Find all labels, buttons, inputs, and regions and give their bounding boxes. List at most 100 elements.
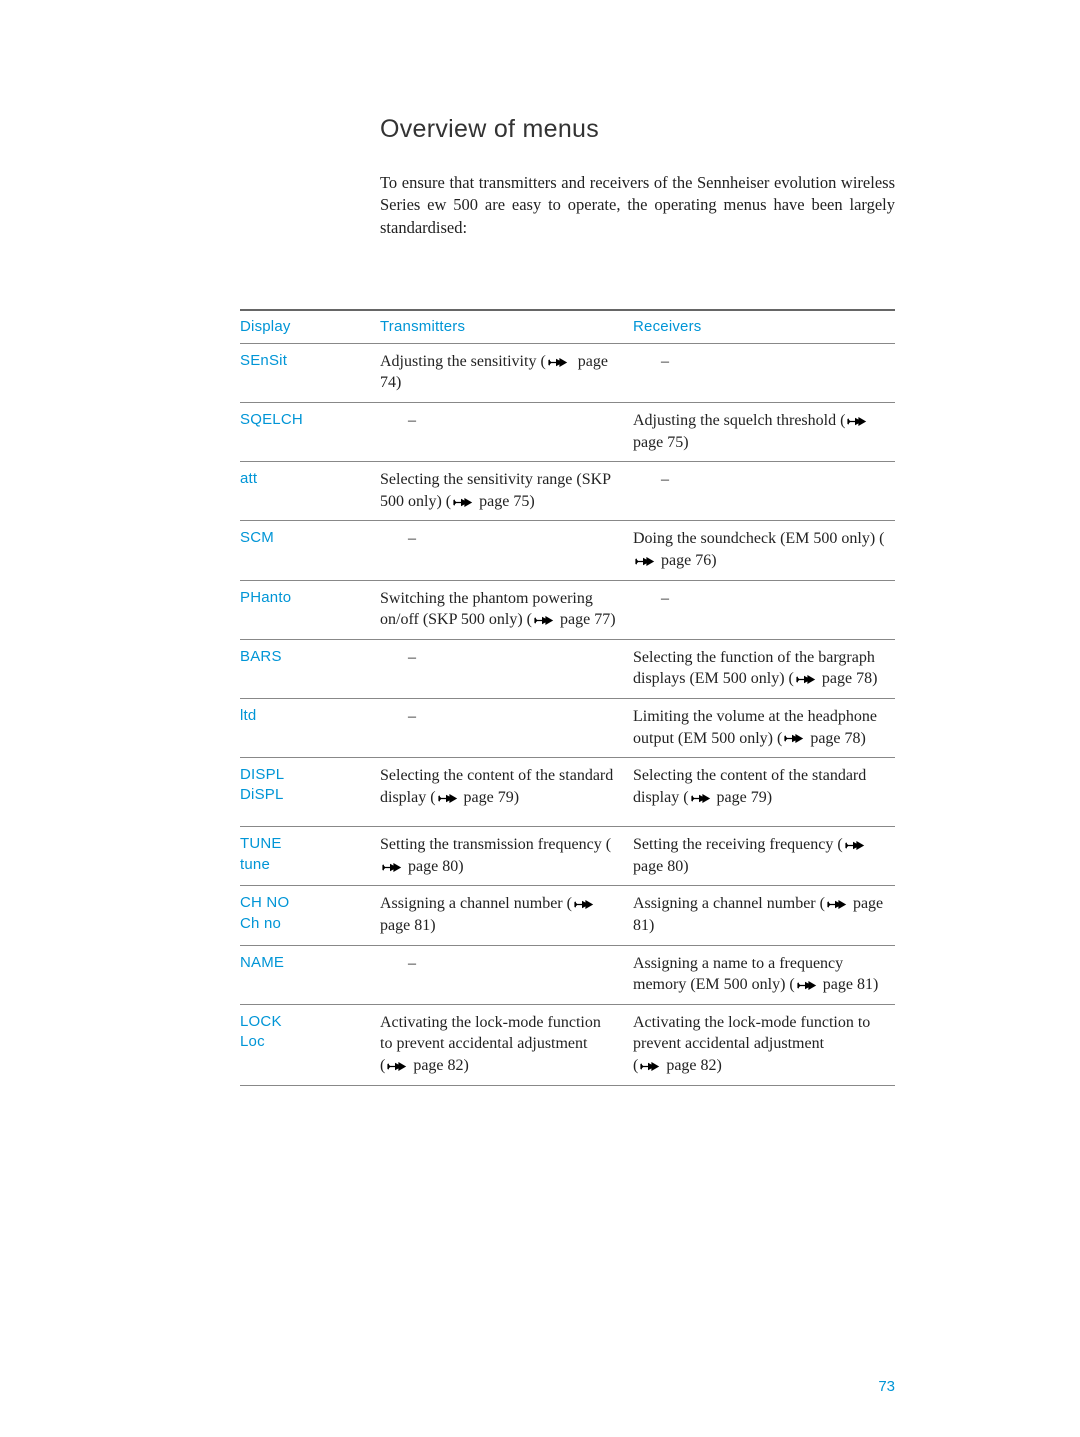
dash-cell: – [408,953,617,975]
table-row: attSelecting the sensitivity range (SKP … [240,461,895,520]
pointer-icon [534,615,554,626]
col-transmitters: Activating the lock-mode function to pre… [380,1012,633,1077]
table-row: SEnSitAdjusting the sensitivity ( page 7… [240,343,895,402]
cell-text: Switching the phantom powering on/off (S… [380,588,617,631]
display-label: BARS [240,647,380,667]
col-display: att [240,469,380,512]
cell-text: Selecting the content of the standard di… [633,765,895,808]
table-row: CH NOCh noAssigning a channel number ( p… [240,885,895,944]
col-receivers: Assigning a channel number ( page 81) [633,893,895,936]
pointer-icon [784,733,804,744]
display-label: TUNE [240,834,380,854]
cell-text: Selecting the content of the standard di… [380,765,617,808]
pointer-icon [635,556,655,567]
col-display: SQELCH [240,410,380,453]
col-transmitters: Selecting the sensitivity range (SKP 500… [380,469,633,512]
cell-text: Activating the lock-mode function to pre… [633,1012,895,1077]
pointer-icon [845,840,865,851]
header-receivers: Receivers [633,318,895,335]
col-display: LOCKLoc [240,1012,380,1077]
display-label: DiSPL [240,785,380,805]
cell-text: Assigning a channel number ( page 81) [633,893,895,936]
menu-overview-table: Display Transmitters Receivers SEnSitAdj… [240,309,895,1086]
col-transmitters: – [380,528,633,571]
pointer-icon [691,793,711,804]
table-row: TUNEtuneSetting the transmission frequen… [240,826,895,885]
cell-text: Assigning a channel number ( page 81) [380,893,617,936]
table-body: SEnSitAdjusting the sensitivity ( page 7… [240,343,895,1086]
col-receivers: – [633,588,895,631]
pointer-icon [438,793,458,804]
col-display: SCM [240,528,380,571]
cell-text: Selecting the function of the bargraph d… [633,647,895,690]
col-receivers: Doing the soundcheck (EM 500 only) ( pag… [633,528,895,571]
pointer-icon [640,1061,660,1072]
display-label: CH NO [240,893,380,913]
display-label: LOCK [240,1012,380,1032]
col-receivers: – [633,469,895,512]
cell-text: Limiting the volume at the headphone out… [633,706,895,749]
display-label: ltd [240,706,380,726]
display-label: Loc [240,1032,380,1052]
col-receivers: Setting the receiving frequency ( page 8… [633,834,895,877]
cell-text: Setting the receiving frequency ( page 8… [633,834,895,877]
table-row: PHantoSwitching the phantom powering on/… [240,580,895,639]
display-label: NAME [240,953,380,973]
dash-cell: – [661,588,895,610]
col-receivers: Limiting the volume at the headphone out… [633,706,895,749]
table-row: NAME–Assigning a name to a frequency mem… [240,945,895,1004]
col-display: BARS [240,647,380,690]
pointer-icon [453,497,473,508]
table-row: ltd –Limiting the volume at the headphone… [240,698,895,757]
header-transmitters: Transmitters [380,318,633,335]
col-transmitters: Assigning a channel number ( page 81) [380,893,633,936]
col-receivers: Selecting the function of the bargraph d… [633,647,895,690]
dash-cell: – [661,469,895,491]
pointer-icon [796,674,816,685]
display-label: PHanto [240,588,380,608]
col-display: DISPLDiSPL [240,765,380,808]
col-transmitters: – [380,647,633,690]
col-display: PHanto [240,588,380,631]
pointer-icon [574,899,594,910]
dash-cell: – [408,528,617,550]
table-row: DISPLDiSPLSelecting the content of the s… [240,757,895,826]
display-label: att [240,469,380,489]
page-title: Overview of menus [380,115,895,144]
page-number: 73 [878,1378,895,1395]
intro-paragraph: To ensure that transmitters and receiver… [380,172,895,239]
col-transmitters: – [380,953,633,996]
display-label: Ch no [240,914,380,934]
display-label: SCM [240,528,380,548]
col-receivers: Adjusting the squelch threshold ( page 7… [633,410,895,453]
col-transmitters: Switching the phantom powering on/off (S… [380,588,633,631]
col-receivers: Activating the lock-mode function to pre… [633,1012,895,1077]
pointer-icon [548,357,568,368]
display-label: SQELCH [240,410,380,430]
col-transmitters: Adjusting the sensitivity ( page 74) [380,351,633,394]
pointer-icon [847,416,867,427]
col-transmitters: Setting the transmission frequency ( pag… [380,834,633,877]
table-header-row: Display Transmitters Receivers [240,309,895,343]
header-display: Display [240,318,380,335]
display-label: tune [240,855,380,875]
dash-cell: – [408,647,617,669]
pointer-icon [797,980,817,991]
table-row: SQELCH–Adjusting the squelch threshold (… [240,402,895,461]
col-display: CH NOCh no [240,893,380,936]
col-display: NAME [240,953,380,996]
pointer-icon [387,1061,407,1072]
col-receivers: – [633,351,895,394]
cell-text: Selecting the sensitivity range (SKP 500… [380,469,617,512]
pointer-icon [382,862,402,873]
col-receivers: Selecting the content of the standard di… [633,765,895,808]
cell-text: Setting the transmission frequency ( pag… [380,834,617,877]
col-display: TUNEtune [240,834,380,877]
col-display: SEnSit [240,351,380,394]
display-label: DISPL [240,765,380,785]
cell-text: Adjusting the sensitivity ( page 74) [380,351,617,394]
display-label: SEnSit [240,351,380,371]
dash-cell: – [408,706,617,728]
table-row: SCM –Doing the soundcheck (EM 500 only) (… [240,520,895,579]
dash-cell: – [661,351,895,373]
